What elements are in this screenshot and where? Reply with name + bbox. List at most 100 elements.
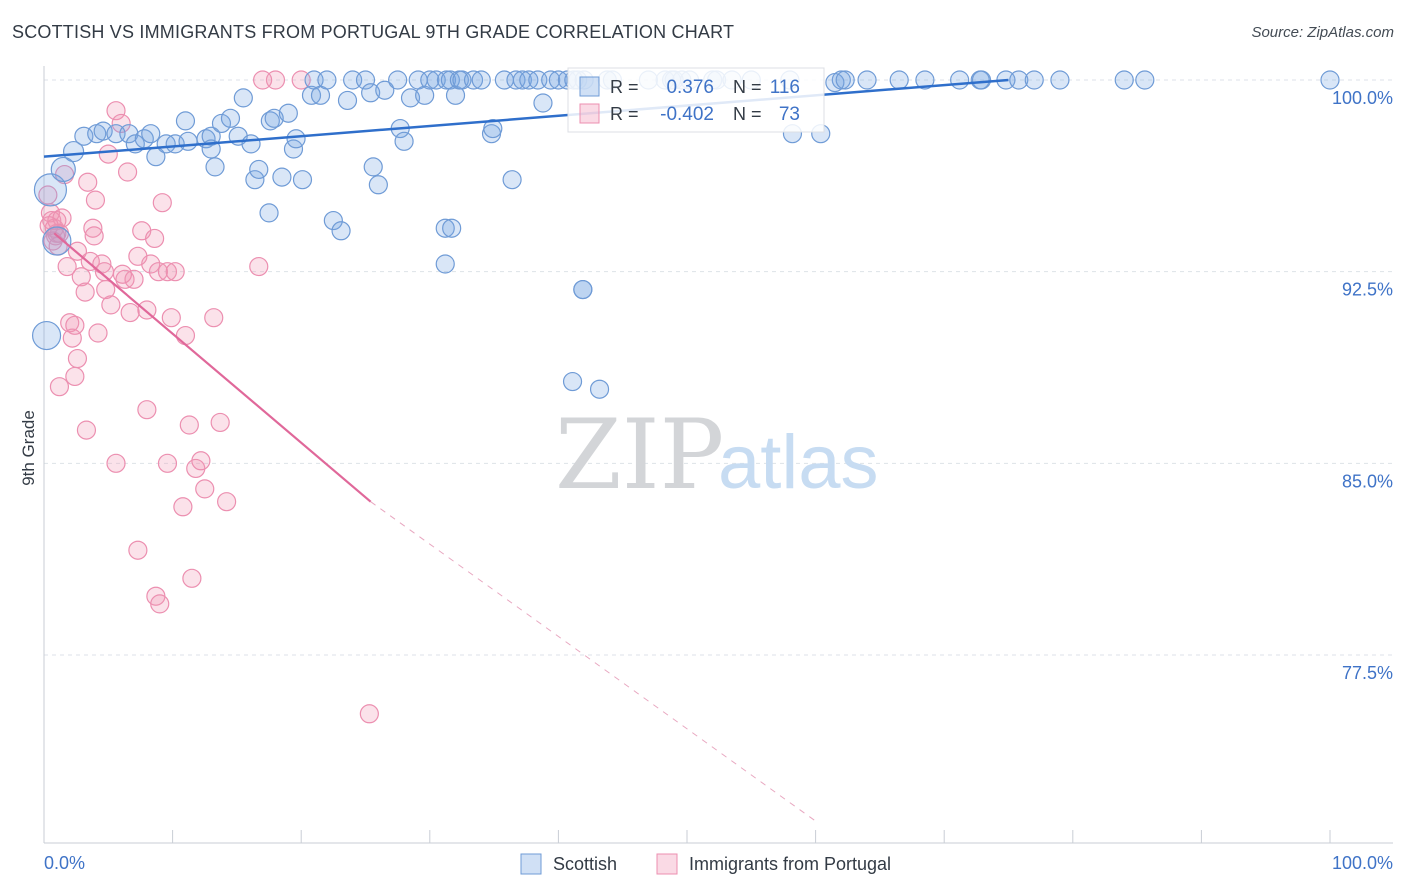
portugal-point bbox=[124, 269, 144, 289]
portugal-point bbox=[150, 594, 170, 614]
scottish-point bbox=[42, 226, 72, 256]
portugal-point bbox=[96, 279, 116, 300]
scottish-point bbox=[62, 140, 85, 163]
scottish-point bbox=[435, 254, 455, 274]
scottish-point bbox=[889, 70, 909, 90]
portugal-point bbox=[249, 256, 269, 277]
portugal-point bbox=[65, 366, 85, 387]
legend-label-portugal: Immigrants from Portugal bbox=[689, 854, 891, 874]
scottish-point bbox=[562, 371, 583, 392]
stats-r-value-portugal: -0.402 bbox=[660, 104, 714, 125]
scottish-point bbox=[249, 159, 269, 180]
scottish-point bbox=[241, 134, 261, 154]
x-tick-label-min: 0.0% bbox=[44, 853, 85, 873]
stats-n-label-scottish: N = bbox=[733, 77, 762, 97]
scottish-point bbox=[317, 70, 337, 90]
portugal-point bbox=[117, 162, 138, 182]
watermark-atlas: atlas bbox=[718, 420, 879, 505]
scottish-point bbox=[915, 70, 935, 90]
scottish-point bbox=[33, 173, 68, 207]
portugal-point bbox=[195, 479, 215, 499]
scottish-point bbox=[483, 118, 503, 139]
portugal-point bbox=[112, 264, 133, 284]
scottish-point bbox=[435, 218, 455, 238]
portugal-point bbox=[60, 313, 80, 333]
y-tick-label: 85.0% bbox=[1342, 471, 1393, 491]
portugal-point bbox=[57, 256, 77, 277]
scottish-point bbox=[50, 156, 76, 183]
portugal-point bbox=[76, 420, 97, 440]
scottish-point bbox=[533, 93, 553, 113]
portugal-point bbox=[49, 377, 70, 397]
x-tick-label-max: 100.0% bbox=[1332, 853, 1393, 873]
scottish-point bbox=[415, 85, 435, 105]
portugal-point bbox=[80, 251, 100, 272]
scottish-point bbox=[233, 88, 253, 108]
portugal-point bbox=[204, 308, 224, 328]
y-tick-label: 100.0% bbox=[1332, 88, 1393, 108]
portugal-point bbox=[75, 282, 95, 302]
scottish-point bbox=[259, 203, 279, 223]
scottish-trend-line bbox=[43, 78, 1009, 158]
stats-n-value-portugal: 73 bbox=[779, 104, 800, 125]
portugal-point bbox=[191, 451, 211, 471]
scottish-point bbox=[331, 221, 351, 241]
portugal-point bbox=[157, 453, 178, 473]
scottish-point bbox=[368, 175, 388, 195]
y-tick-label: 77.5% bbox=[1342, 663, 1393, 683]
stats-swatch-scottish bbox=[579, 76, 600, 97]
source-label: Source: ZipAtlas.com bbox=[1251, 24, 1394, 41]
scottish-point bbox=[220, 108, 241, 128]
portugal-point bbox=[39, 216, 59, 236]
y-tick-labels: 100.0% 92.5% 85.0% 77.5% bbox=[1332, 88, 1393, 683]
portugal-point bbox=[210, 412, 230, 433]
scottish-point bbox=[452, 70, 472, 90]
stats-n-value-scottish: 116 bbox=[770, 77, 800, 98]
stats-legend: R = 0.376 N = 116 R = -0.402 N = 73 bbox=[567, 67, 825, 133]
scottish-point bbox=[286, 129, 306, 149]
portugal-point bbox=[65, 315, 85, 335]
stats-r-label-portugal: R = bbox=[610, 104, 639, 124]
portugal-point bbox=[98, 144, 118, 164]
portugal-point bbox=[78, 172, 98, 192]
portugal-point bbox=[101, 295, 121, 315]
watermark: ZIP atlas bbox=[555, 399, 879, 511]
scottish-point bbox=[400, 88, 421, 108]
portugal-point bbox=[175, 325, 196, 346]
portugal-point bbox=[253, 70, 273, 90]
portugal-point bbox=[182, 568, 202, 588]
y-tick-label: 92.5% bbox=[1342, 280, 1393, 300]
scottish-point bbox=[245, 170, 265, 190]
scottish-points bbox=[31, 70, 1340, 399]
scottish-point bbox=[512, 70, 532, 90]
scottish-point bbox=[211, 113, 232, 134]
scottish-point bbox=[361, 83, 381, 103]
portugal-point bbox=[85, 190, 106, 210]
portugal-point bbox=[71, 267, 91, 287]
portugal-point bbox=[141, 254, 161, 274]
portugal-point bbox=[165, 262, 185, 282]
stats-n-label-portugal: N = bbox=[733, 104, 762, 124]
scottish-point bbox=[463, 70, 484, 90]
portugal-point bbox=[161, 308, 181, 328]
scottish-point bbox=[323, 210, 343, 231]
scottish-point bbox=[1135, 70, 1155, 90]
scottish-point bbox=[1050, 70, 1070, 90]
portugal-point bbox=[137, 400, 157, 420]
scottish-point bbox=[420, 70, 440, 90]
scottish-point bbox=[278, 103, 298, 123]
portugal-point bbox=[144, 228, 165, 249]
scottish-point bbox=[355, 70, 376, 90]
scottish-point bbox=[375, 80, 395, 100]
legend-swatch-scottish bbox=[520, 853, 542, 875]
trend-lines bbox=[43, 78, 1009, 822]
scottish-point bbox=[388, 70, 408, 90]
scottish-point bbox=[394, 131, 414, 151]
portugal-point bbox=[106, 101, 126, 121]
portugal-point bbox=[120, 302, 140, 323]
bottom-legend: Scottish Immigrants from Portugal bbox=[520, 853, 891, 875]
portugal-point bbox=[359, 704, 379, 724]
portugal-point bbox=[84, 226, 104, 246]
portugal-point bbox=[179, 415, 199, 435]
